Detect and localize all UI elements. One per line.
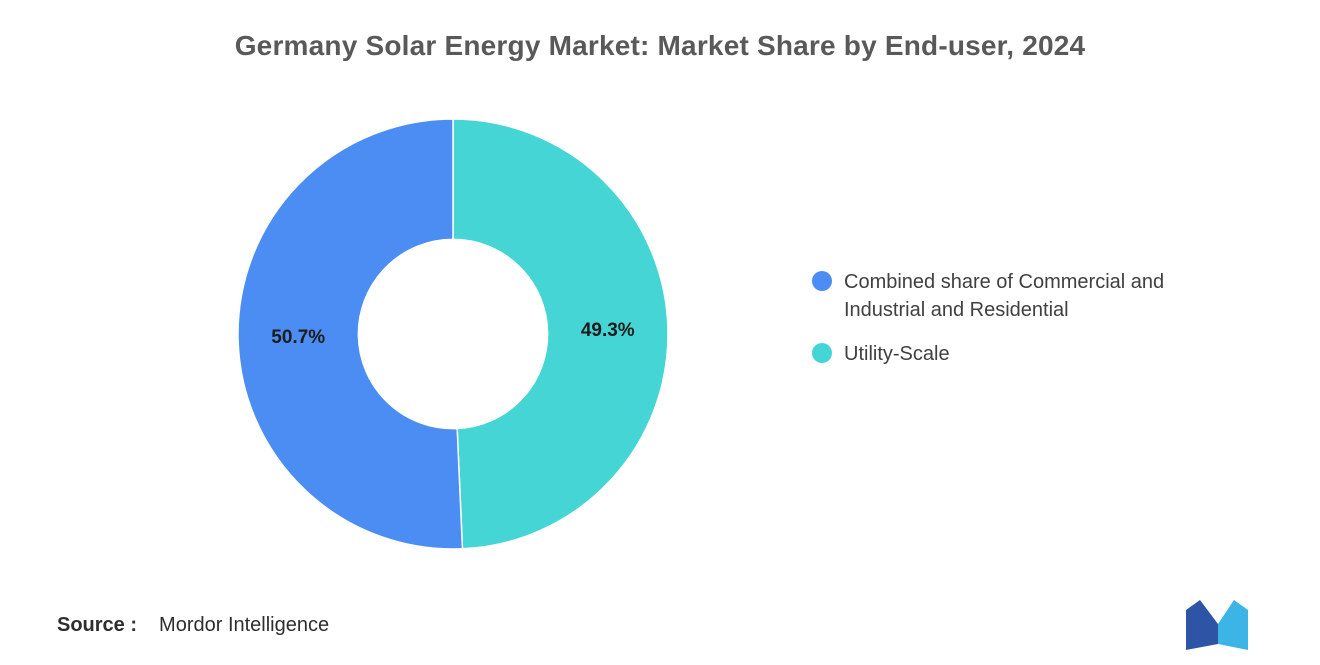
legend-dot-icon — [812, 343, 832, 363]
legend-swatch-icon — [812, 343, 832, 363]
logo-right-shape-icon — [1218, 600, 1248, 650]
legend-dot-icon — [812, 271, 832, 291]
legend: Combined share of Commercial and Industr… — [812, 268, 1222, 368]
legend-item-utility-scale[interactable]: Utility-Scale — [812, 340, 1222, 368]
legend-label: Utility-Scale — [844, 343, 950, 365]
chart-title: Germany Solar Energy Market: Market Shar… — [234, 30, 1086, 61]
source-line: Source : Mordor Intelligence — [57, 614, 329, 637]
donut-chart: 49.3% 50.7% — [237, 118, 669, 550]
legend-label: Combined share of Commercial and Industr… — [844, 271, 1165, 321]
source-label: Source : — [57, 614, 138, 636]
source-value: Mordor Intelligence — [159, 614, 330, 636]
legend-item-commercial-industrial-residential[interactable]: Combined share of Commercial and Industr… — [812, 268, 1222, 324]
donut-slice[interactable] — [237, 118, 464, 550]
legend-swatch-icon — [812, 271, 832, 291]
logo-left-shape-icon — [1186, 600, 1218, 650]
donut-chart-area: 49.3% 50.7% — [237, 118, 669, 550]
donut-slice[interactable] — [452, 118, 669, 550]
slice-label: 50.7% — [271, 327, 325, 348]
slice-label: 49.3% — [581, 320, 635, 341]
mordor-intelligence-logo — [1186, 600, 1248, 650]
